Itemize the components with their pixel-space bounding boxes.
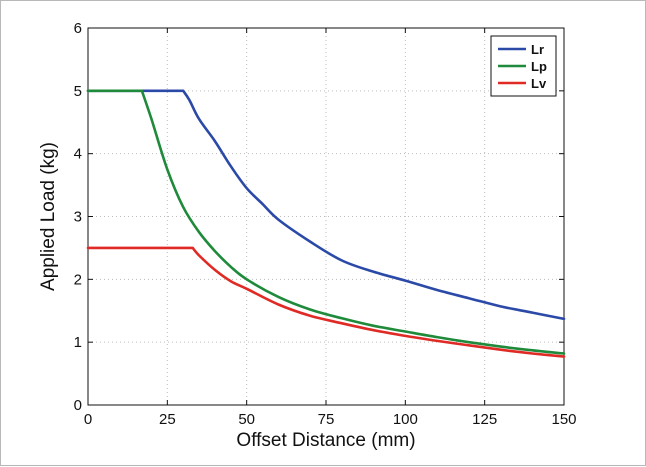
y-tick-label: 6 bbox=[74, 20, 82, 37]
y-tick-label: 1 bbox=[74, 334, 82, 351]
x-tick-label: 125 bbox=[472, 411, 497, 428]
x-tick-label: 0 bbox=[84, 411, 92, 428]
legend-label-lv: Lv bbox=[531, 76, 547, 91]
series-line-lp bbox=[86, 89, 566, 355]
y-tick-label: 0 bbox=[74, 397, 82, 414]
x-tick-label: 150 bbox=[551, 411, 576, 428]
y-tick-label: 4 bbox=[74, 146, 82, 163]
x-tick-label: 75 bbox=[318, 411, 335, 428]
x-tick-label: 50 bbox=[238, 411, 255, 428]
y-tick-label: 5 bbox=[74, 83, 82, 100]
y-axis-label: Applied Load (kg) bbox=[38, 142, 59, 291]
x-axis-label: Offset Distance (mm) bbox=[236, 430, 415, 451]
axis-ticks: 0 25 50 75 100 125 150 0 1 2 3 4 5 6 bbox=[74, 20, 577, 428]
series-line-lv bbox=[86, 246, 566, 358]
x-tick-label: 100 bbox=[393, 411, 418, 428]
y-tick-label: 2 bbox=[74, 271, 82, 288]
series-lines bbox=[86, 89, 566, 358]
legend-label-lp: Lp bbox=[531, 59, 547, 74]
x-tick-label: 25 bbox=[159, 411, 176, 428]
legend-label-lr: Lr bbox=[531, 42, 544, 57]
legend: Lr Lp Lv bbox=[490, 35, 557, 97]
series-line-lr bbox=[86, 89, 566, 321]
y-tick-label: 3 bbox=[74, 209, 82, 226]
grid bbox=[88, 28, 564, 405]
